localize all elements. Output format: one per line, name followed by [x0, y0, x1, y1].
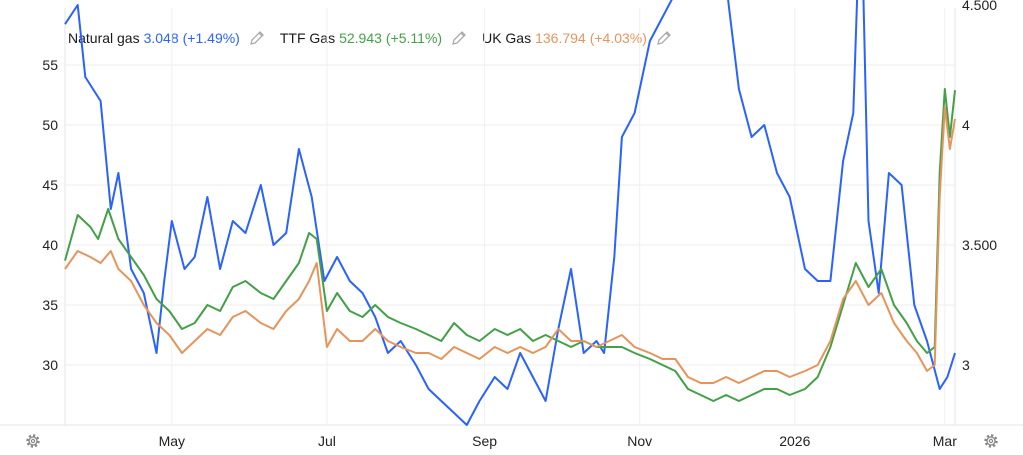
gear-icon[interactable] [24, 432, 42, 450]
x-axis-tick-label: Jul [318, 433, 336, 449]
series-line-ttf-gas [64, 88, 956, 402]
legend-series-change: (+4.03%) [589, 30, 647, 46]
legend-series-name: Natural gas [68, 30, 140, 46]
legend-series-value: 136.794 [535, 30, 586, 46]
series-line-uk-gas [64, 106, 956, 384]
x-axis-tick-label: Mar [933, 433, 957, 449]
chart-legend: Natural gas 3.048 (+1.49%) TTF Gas 52.94… [68, 29, 687, 47]
legend-series-value: 52.943 [339, 30, 382, 46]
pencil-icon[interactable] [450, 29, 468, 47]
right-axis-tick-label: 3.500 [962, 237, 997, 253]
legend-item-natural-gas[interactable]: Natural gas 3.048 (+1.49%) [68, 29, 274, 47]
left-axis-tick-label: 45 [42, 177, 58, 193]
right-axis-tick-label: 4.500 [962, 0, 997, 13]
x-axis-tick-label: Sep [472, 433, 497, 449]
x-axis-tick-label: Nov [627, 433, 652, 449]
legend-item-uk-gas[interactable]: UK Gas 136.794 (+4.03%) [482, 29, 681, 47]
left-axis-tick-label: 50 [42, 117, 58, 133]
left-axis-tick-label: 40 [42, 237, 58, 253]
series-line-natural-gas [64, 0, 956, 426]
right-axis-tick-label: 3 [962, 357, 970, 373]
legend-item-ttf-gas[interactable]: TTF Gas 52.943 (+5.11%) [280, 29, 476, 47]
gear-icon[interactable] [982, 432, 1000, 450]
pencil-icon[interactable] [655, 29, 673, 47]
legend-series-name: TTF Gas [279, 30, 336, 46]
legend-series-name: UK Gas [482, 30, 532, 46]
legend-series-change: (+1.49%) [182, 30, 240, 46]
legend-series-change: (+5.11%) [385, 30, 443, 46]
right-axis-tick-label: 4 [962, 117, 970, 133]
pencil-icon[interactable] [248, 29, 266, 47]
x-axis-tick-label: May [159, 433, 185, 449]
legend-series-value: 3.048 [143, 30, 179, 46]
left-axis-tick-label: 55 [42, 57, 58, 73]
left-axis-tick-label: 35 [42, 297, 58, 313]
x-axis-tick-label: 2026 [779, 433, 810, 449]
left-axis-tick-label: 30 [42, 357, 58, 373]
